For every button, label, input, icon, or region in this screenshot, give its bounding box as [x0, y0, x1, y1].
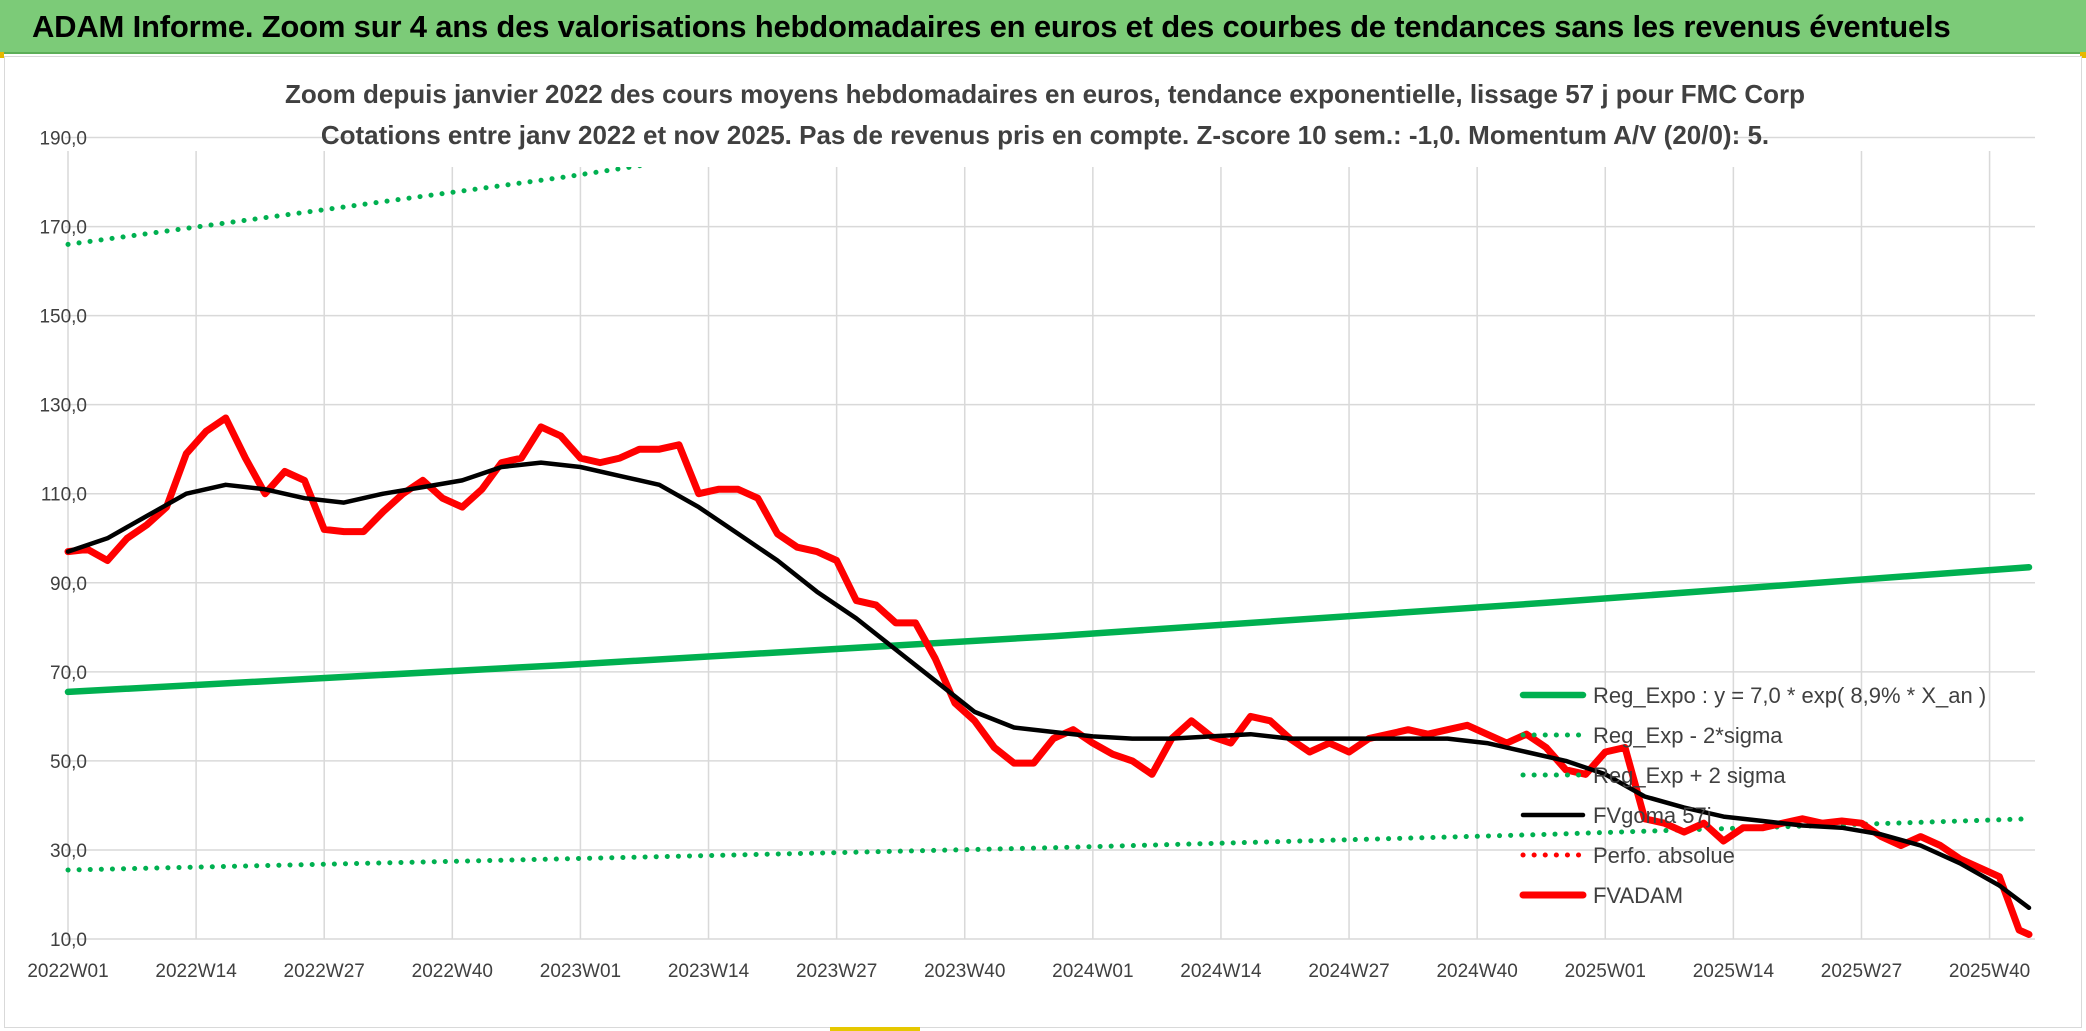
x-tick-label: 2025W40: [1949, 961, 2030, 982]
y-tick-label: 90,0: [50, 574, 87, 595]
y-tick-label: 50,0: [50, 752, 87, 773]
valuation-line-chart: Zoom depuis janvier 2022 des cours moyen…: [27, 59, 2035, 982]
x-tick-label: 2023W14: [668, 961, 750, 982]
x-tick-label: 2022W01: [27, 961, 108, 982]
x-tick-label: 2023W40: [924, 961, 1005, 982]
legend-label: FVgoma 57j: [1593, 803, 1712, 828]
y-tick-label: 10,0: [50, 930, 87, 951]
series-line-5: [64, 414, 2033, 938]
x-axis-ticks: 2022W01 2022W14 2022W27 2022W40 2023W01 2023W…: [27, 961, 2030, 982]
chart-frame: Zoom depuis janvier 2022 des cours moyen…: [4, 56, 2082, 1028]
bottom-accent-mark: [830, 1027, 920, 1031]
y-tick-label: 150,0: [39, 307, 87, 328]
report-banner-title: ADAM Informe. Zoom sur 4 ans des valoris…: [32, 9, 1951, 44]
chart-series: [64, 115, 2033, 938]
banner-corner-accent-right: [2080, 52, 2086, 58]
chart-title-background: [355, 59, 1735, 167]
y-tick-label: 130,0: [39, 396, 87, 417]
legend-label: Reg_Expo : y = 7,0 * exp( 8,9% * X_an ): [1593, 683, 1986, 708]
y-tick-label: 30,0: [50, 841, 87, 862]
y-tick-label: 190,0: [39, 129, 87, 150]
x-tick-label: 2024W14: [1180, 961, 1262, 982]
x-tick-label: 2025W14: [1693, 961, 1775, 982]
x-tick-label: 2024W27: [1308, 961, 1389, 982]
series-line-3: [65, 460, 2032, 911]
chart-grid: [65, 136, 2035, 940]
x-tick-label: 2022W27: [284, 961, 365, 982]
x-tick-label: 2025W27: [1821, 961, 1902, 982]
legend-label: Reg_Exp - 2*sigma: [1593, 723, 1783, 748]
chart-subtitle: Cotations entre janv 2022 et nov 2025. P…: [321, 120, 1769, 150]
y-tick-label: 70,0: [50, 663, 87, 684]
x-tick-label: 2024W40: [1436, 961, 1517, 982]
legend-label: Perfo. absolue: [1593, 843, 1735, 868]
legend-label: FVADAM: [1593, 883, 1683, 908]
x-tick-label: 2022W40: [412, 961, 493, 982]
chart-legend: Reg_Expo : y = 7,0 * exp( 8,9% * X_an ) R…: [1519, 683, 1986, 908]
series-line-0: [64, 563, 2033, 696]
y-tick-label: 170,0: [39, 218, 87, 239]
x-tick-label: 2024W01: [1052, 961, 1133, 982]
legend-label: Reg_Exp + 2 sigma: [1593, 763, 1786, 788]
series-line-1: [65, 816, 2032, 873]
x-tick-label: 2023W01: [540, 961, 621, 982]
x-tick-label: 2023W27: [796, 961, 877, 982]
y-axis-ticks: 190,0 170,0 150,0 130,0 110,0 90,0 70,0 50,0 30,…: [39, 129, 87, 951]
x-tick-label: 2022W14: [155, 961, 237, 982]
chart-title-block: Zoom depuis janvier 2022 des cours moyen…: [285, 59, 1805, 167]
y-tick-label: 110,0: [41, 485, 87, 506]
x-tick-label: 2025W01: [1565, 961, 1646, 982]
chart-title: Zoom depuis janvier 2022 des cours moyen…: [285, 79, 1805, 109]
report-banner: ADAM Informe. Zoom sur 4 ans des valoris…: [0, 0, 2086, 54]
banner-corner-accent-left: [0, 52, 4, 58]
